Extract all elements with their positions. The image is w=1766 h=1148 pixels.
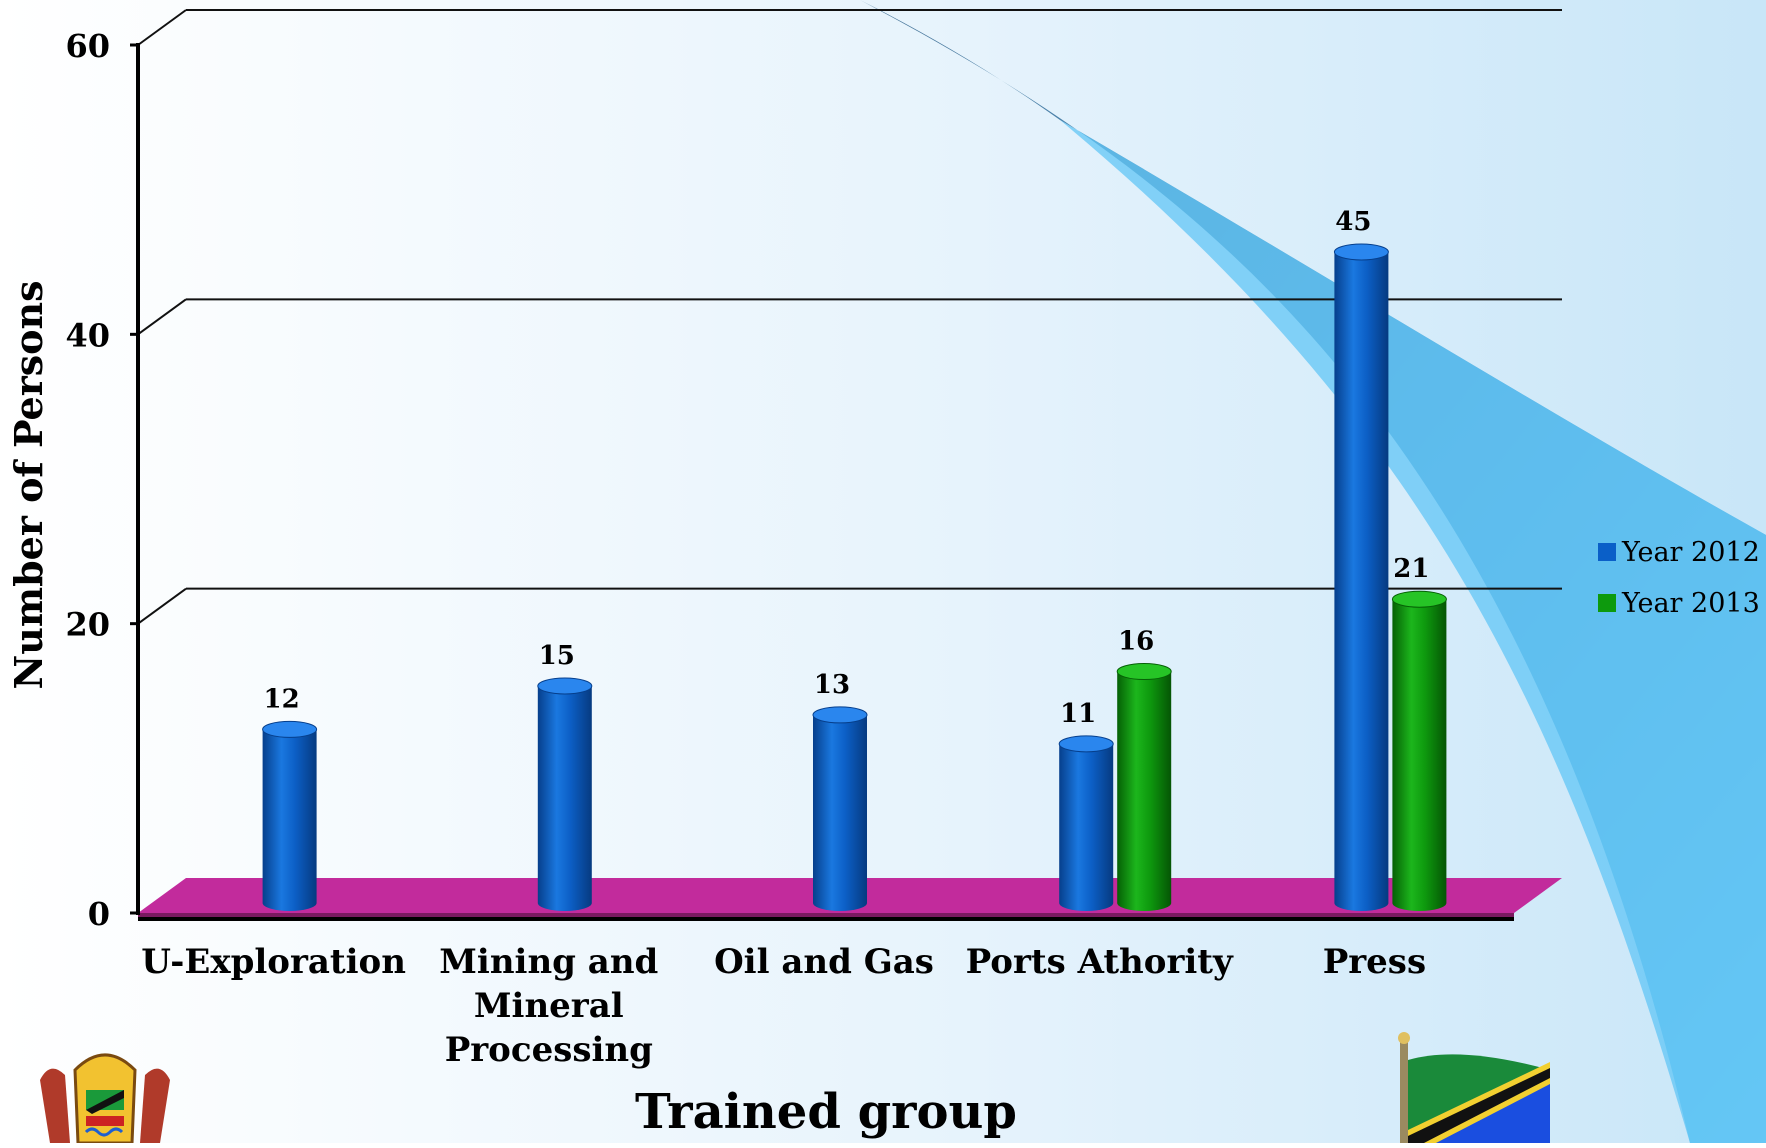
bar-top [1391, 590, 1447, 608]
y-tick-label: 20 [65, 606, 110, 644]
bar-body [1392, 599, 1447, 911]
bar-body [813, 714, 867, 911]
bar-top [1058, 735, 1114, 753]
category-label: Ports Athority [966, 942, 1234, 982]
x-axis-title: Trained group [635, 1084, 1017, 1140]
bar-year-2012: 45 [1333, 207, 1389, 911]
category-label: Processing [445, 1030, 653, 1070]
bar-top [812, 706, 868, 724]
category-label: Mineral [474, 986, 624, 1026]
gridline-connector [137, 587, 187, 625]
y-tick-label: 60 [65, 27, 110, 65]
coat-of-arms-emblem [40, 1053, 170, 1145]
data-label: 16 [1118, 627, 1154, 657]
bar-top [537, 677, 593, 695]
bar-year-2013: 16 [1116, 627, 1172, 911]
legend-label: Year 2013 [1621, 588, 1760, 619]
value-axis: 0 20 40 60 [65, 27, 1514, 933]
data-label: 45 [1335, 207, 1371, 237]
bar-body [1117, 671, 1172, 911]
gridlines [137, 9, 1562, 625]
legend-swatch-2012 [1598, 543, 1616, 561]
data-label: 15 [539, 641, 575, 671]
tanzania-flag-icon [1398, 1032, 1550, 1143]
bar-body [1059, 743, 1114, 911]
bar-year-2012: 15 [537, 641, 593, 911]
gridline-connector [137, 298, 187, 336]
y-tick-label: 0 [88, 895, 110, 933]
data-label: 12 [264, 684, 300, 714]
legend: Year 2012 Year 2013 [1598, 537, 1760, 619]
bar-year-2013: 21 [1391, 554, 1447, 911]
gridline-connector [137, 9, 187, 46]
bar-year-2012: 12 [262, 684, 318, 911]
data-label: 21 [1393, 554, 1429, 584]
category-label: U-Exploration [141, 942, 406, 982]
y-axis-title: Number of Persons [6, 280, 51, 689]
category-axis: U-Exploration Mining andMineralProcessing… [141, 942, 1426, 1070]
category-label: Oil and Gas [714, 942, 934, 982]
category-label: Press [1323, 942, 1426, 982]
legend-label: Year 2012 [1621, 537, 1760, 568]
y-tick-label: 40 [65, 316, 110, 354]
bar-top [1333, 243, 1389, 261]
bar-body [537, 686, 592, 911]
decorative-swoosh-light [1060, 120, 1766, 1143]
bar-year-2012: 11 [1058, 699, 1114, 911]
data-label: 13 [814, 670, 850, 700]
bar-body [262, 729, 317, 911]
bar-year-2012: 13 [812, 670, 868, 911]
bar-body [1334, 252, 1389, 911]
bar-top [262, 720, 318, 738]
legend-swatch-2013 [1598, 594, 1616, 612]
category-label: Mining and [439, 942, 658, 982]
bar-top [1116, 663, 1172, 681]
data-label: 11 [1060, 699, 1096, 729]
bars: 12 15 13 11 16 45 21 [262, 207, 1447, 911]
